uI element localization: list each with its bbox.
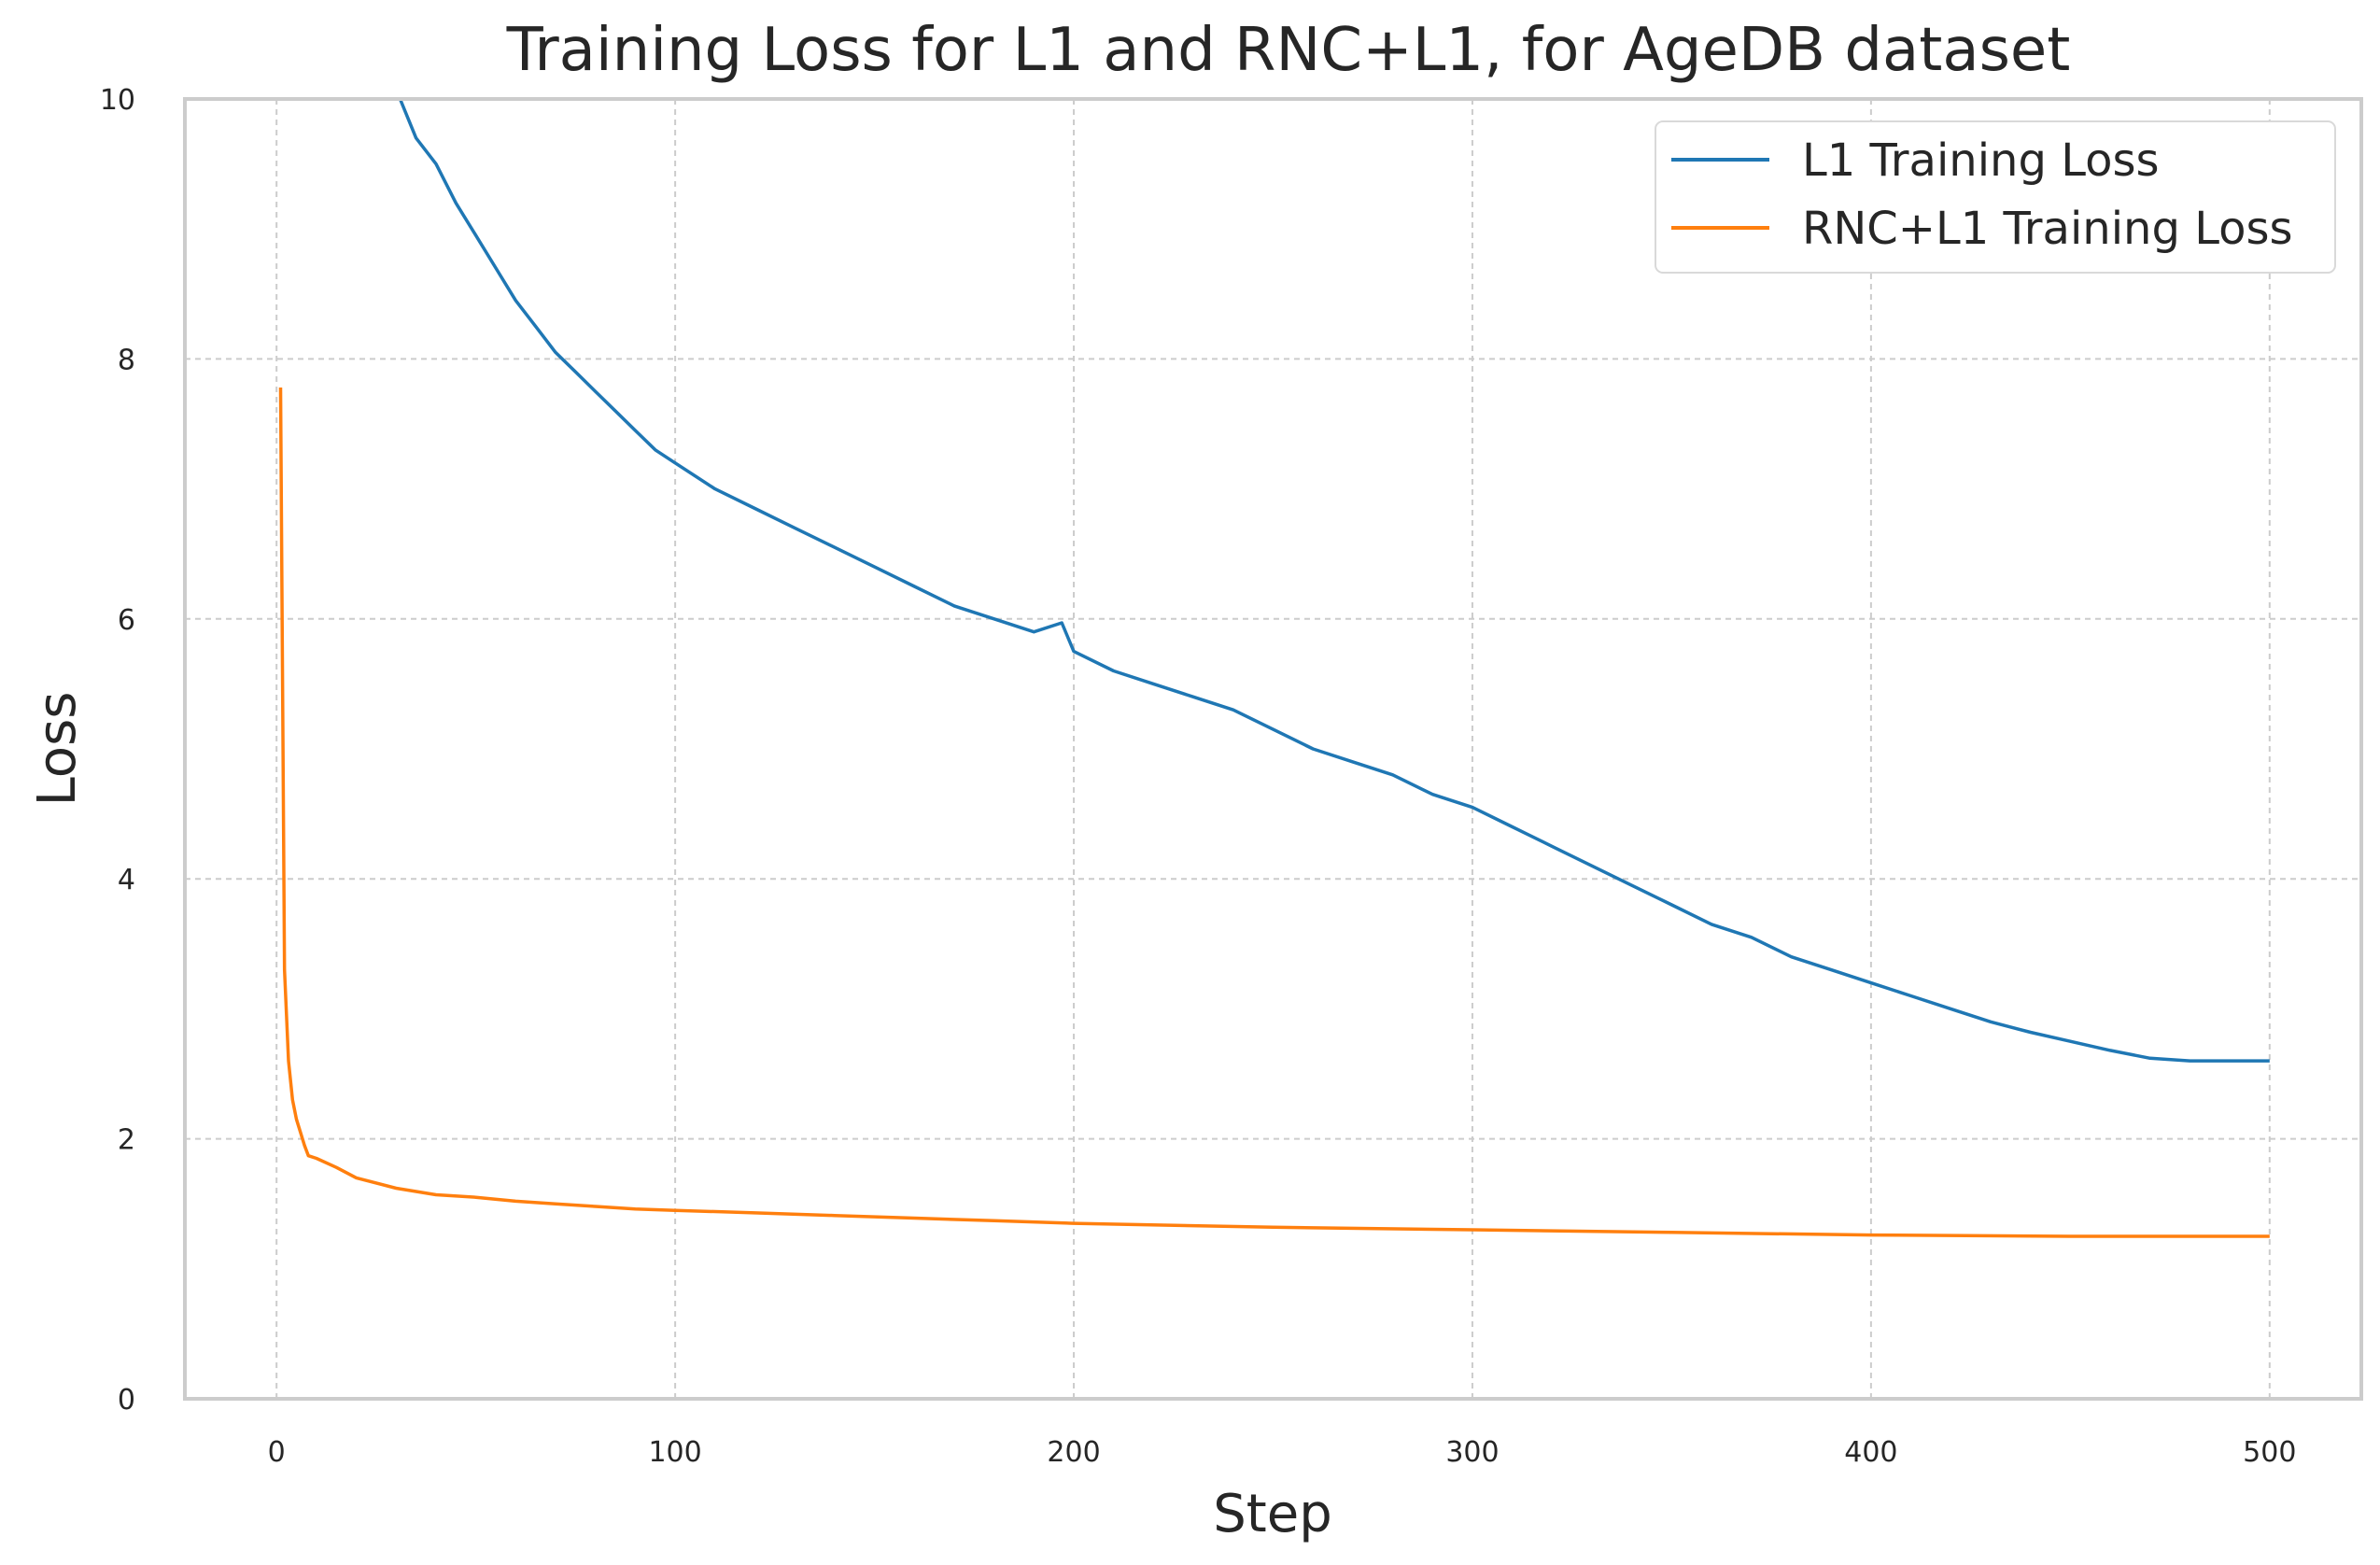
x-tick-label: 200	[1047, 1436, 1100, 1469]
legend-box	[1655, 120, 2336, 274]
x-tick-label: 400	[1844, 1436, 1897, 1469]
y-tick-label: 4	[118, 864, 135, 896]
y-axis-label: Loss	[27, 692, 88, 807]
x-tick-label: 0	[268, 1436, 286, 1469]
y-tick-label: 10	[100, 84, 135, 117]
y-tick-label: 6	[118, 604, 135, 637]
x-tick-label: 100	[648, 1436, 701, 1469]
y-tick-label: 0	[118, 1384, 135, 1417]
series-lines	[278, 98, 2270, 1238]
x-tick-label: 500	[2243, 1436, 2296, 1469]
legend-label-rnc-l1: RNC+L1 Training Loss	[1802, 203, 2292, 255]
y-tick-label: 8	[118, 344, 135, 376]
legend-label-l1: L1 Training Loss	[1802, 134, 2159, 187]
chart-title: Training Loss for L1 and RNC+L1, for Age…	[506, 16, 2071, 85]
x-axis-label: Step	[1213, 1484, 1332, 1544]
plot-frame	[183, 97, 2363, 1401]
series-line-rnc-l1	[278, 387, 2270, 1238]
y-tick-label: 2	[118, 1124, 135, 1157]
legend: L1 Training Loss RNC+L1 Training Loss	[1655, 120, 2336, 274]
series-line-l1	[398, 98, 2270, 1063]
grid	[185, 99, 2361, 1399]
x-tick-label: 300	[1445, 1436, 1499, 1469]
tick-labels: 0 100 200 300 400 500 0 2 4 6 8 10	[100, 84, 2297, 1469]
